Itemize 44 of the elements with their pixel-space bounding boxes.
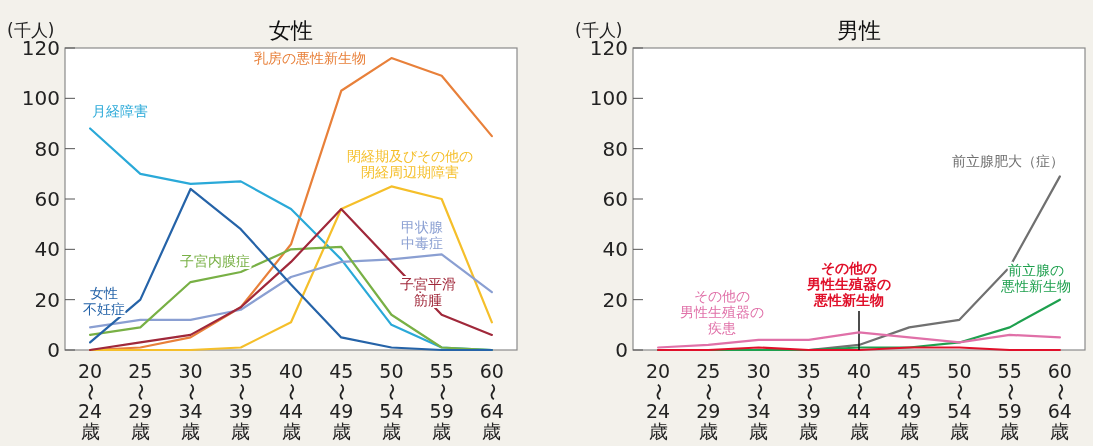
y-tick-label: 0 bbox=[47, 338, 60, 362]
x-tick-label: 25〜29歳 bbox=[128, 360, 153, 442]
x-tick-label: 40〜44歳 bbox=[278, 360, 304, 442]
x-tick-label: 55〜59歳 bbox=[429, 360, 454, 442]
x-tick-label: 30〜34歳 bbox=[178, 360, 203, 442]
y-tick-label: 100 bbox=[21, 86, 60, 111]
x-tick-label: 45〜49歳 bbox=[897, 360, 922, 442]
text: その他の男性生殖器の悪性新生物 bbox=[806, 260, 891, 308]
y-tick-label: 100 bbox=[589, 86, 628, 111]
y-tick-label: 0 bbox=[615, 338, 628, 362]
series-label: 乳房の悪性新生物 bbox=[254, 50, 366, 66]
y-axis-title: (千人) bbox=[7, 20, 55, 40]
y-tick-label: 80 bbox=[602, 136, 628, 161]
x-tick-label: 50〜54歳 bbox=[947, 360, 972, 442]
x-tick-label: 35〜39歳 bbox=[796, 360, 821, 442]
series-label: 閉経期及びその他の閉経周辺期障害 bbox=[347, 148, 473, 180]
y-tick-label: 80 bbox=[34, 136, 60, 161]
series-label: 月経障害 bbox=[92, 103, 148, 119]
y-tick-label: 60 bbox=[34, 187, 60, 211]
series-label: その他の男性生殖器の疾患 bbox=[680, 288, 764, 336]
x-tick-label: 25〜29歳 bbox=[696, 360, 721, 442]
x-tick-label: 55〜59歳 bbox=[997, 360, 1022, 442]
x-tick-label: 30〜34歳 bbox=[746, 360, 771, 442]
y-tick-label: 60 bbox=[602, 187, 628, 211]
y-tick-label: 20 bbox=[602, 287, 628, 312]
series-label: 前立腺の悪性新生物 bbox=[1000, 262, 1071, 294]
y-tick-label: 40 bbox=[34, 237, 60, 262]
x-tick-label: 60〜64歳 bbox=[479, 360, 504, 442]
x-tick-label: 35〜39歳 bbox=[228, 360, 253, 442]
series-label: 女性不妊症 bbox=[83, 285, 125, 317]
y-tick-label: 20 bbox=[34, 287, 60, 312]
x-tick-label: 45〜49歳 bbox=[329, 360, 354, 442]
x-tick-label: 20〜24歳 bbox=[646, 360, 671, 442]
y-axis-title: (千人) bbox=[575, 20, 623, 40]
chart-title: 女性 bbox=[269, 18, 313, 43]
series-label: 子宮内膜症 bbox=[180, 253, 250, 269]
series-label: 甲状腺中毒症 bbox=[401, 219, 443, 251]
x-tick-label: 50〜54歳 bbox=[379, 360, 404, 442]
series-label: 前立腺肥大（症） bbox=[952, 153, 1064, 169]
x-tick-label: 20〜24歳 bbox=[78, 360, 103, 442]
x-tick-label: 40〜44歳 bbox=[846, 360, 872, 442]
y-tick-label: 40 bbox=[602, 237, 628, 262]
chart-title: 男性 bbox=[837, 18, 881, 43]
x-tick-label: 60〜64歳 bbox=[1047, 360, 1072, 442]
